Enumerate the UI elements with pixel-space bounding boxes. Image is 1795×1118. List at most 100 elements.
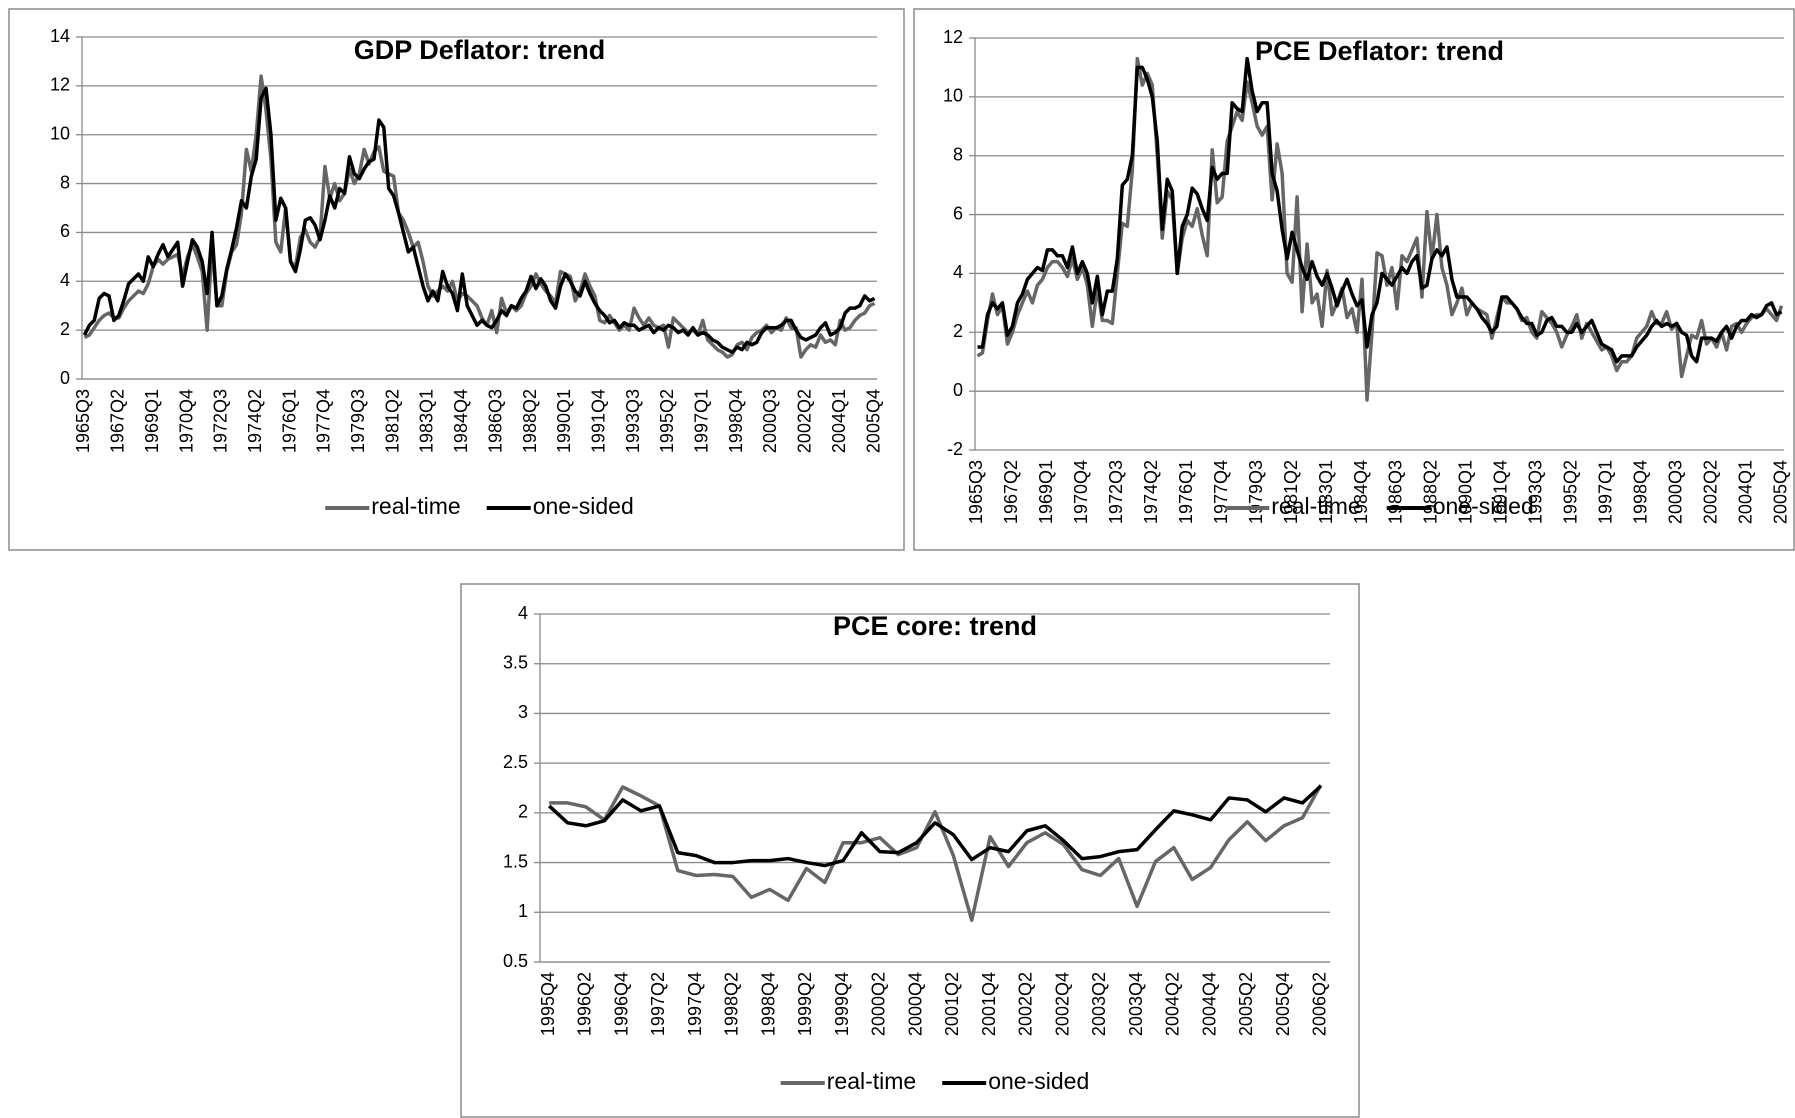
y-tick-label: 2.5 [503, 752, 528, 772]
x-tick-label: 1986Q3 [1386, 460, 1406, 524]
x-tick-label: 1965Q3 [73, 389, 93, 453]
x-tick-label: 1976Q1 [1176, 460, 1196, 524]
x-tick-label: 1998Q4 [726, 389, 746, 453]
x-tick-label: 1965Q3 [966, 460, 986, 524]
x-tick-label: 1984Q4 [451, 389, 471, 453]
panel-frame [8, 8, 905, 551]
x-tick-label: 1999Q2 [795, 972, 815, 1036]
y-tick-label: 1 [518, 901, 528, 921]
x-tick-label: 2003Q4 [1126, 972, 1146, 1036]
x-tick-label: 1996Q4 [611, 972, 631, 1036]
x-tick-label: 1970Q4 [176, 389, 196, 453]
y-tick-label: 12 [943, 27, 963, 47]
x-tick-label: 1991Q4 [1491, 460, 1511, 524]
x-tick-label: 1995Q2 [657, 389, 677, 453]
x-tick-label: 2004Q4 [1199, 972, 1219, 1036]
x-tick-label: 1983Q1 [1316, 460, 1336, 524]
x-tick-label: 2001Q4 [979, 972, 999, 1036]
y-tick-label: 1.5 [503, 851, 528, 871]
y-tick-label: 6 [953, 203, 963, 223]
y-tick-label: 14 [50, 26, 70, 46]
y-tick-label: 8 [953, 144, 963, 164]
x-tick-label: 1991Q4 [588, 389, 608, 453]
chart-title: GDP Deflator: trend [354, 35, 606, 65]
x-tick-label: 1967Q2 [108, 389, 128, 453]
x-tick-label: 1970Q4 [1071, 460, 1091, 524]
series-line [548, 784, 1322, 868]
x-tick-label: 2000Q2 [869, 972, 889, 1036]
series-line [977, 56, 1783, 364]
x-tick-label: 1969Q1 [142, 389, 162, 453]
x-tick-label: 1993Q3 [623, 389, 643, 453]
x-tick-label: 1981Q2 [382, 389, 402, 453]
series-line [83, 74, 876, 359]
y-tick-label: 3 [518, 702, 528, 722]
x-tick-label: 2004Q1 [829, 389, 849, 453]
legend-item: one-sided [942, 1068, 1089, 1094]
y-tick-label: 3.5 [503, 652, 528, 672]
x-tick-label: 1988Q2 [520, 389, 540, 453]
x-tick-label: 1972Q3 [211, 389, 231, 453]
x-tick-label: 2004Q2 [1163, 972, 1183, 1036]
x-tick-label: 1995Q4 [538, 972, 558, 1036]
x-tick-label: 1972Q3 [1106, 460, 1126, 524]
y-tick-label: 8 [60, 172, 70, 192]
panel-frame [460, 583, 1360, 1118]
x-tick-label: 1986Q3 [485, 389, 505, 453]
x-tick-label: 2002Q2 [1016, 972, 1036, 1036]
y-tick-label: 6 [60, 221, 70, 241]
y-tick-label: 10 [50, 123, 70, 143]
x-tick-label: 1977Q4 [314, 389, 334, 453]
y-tick-label: 10 [943, 86, 963, 106]
x-tick-label: 2005Q2 [1236, 972, 1256, 1036]
x-tick-label: 2005Q4 [863, 389, 883, 453]
legend-label: real-time [827, 1068, 916, 1094]
y-tick-label: 2 [953, 321, 963, 341]
y-tick-label: 2 [518, 802, 528, 822]
x-tick-label: 1999Q4 [832, 972, 852, 1036]
x-tick-label: 1977Q4 [1211, 460, 1231, 524]
x-tick-label: 1974Q2 [245, 389, 265, 453]
x-tick-label: 1981Q2 [1281, 460, 1301, 524]
chart-title: PCE core: trend [833, 611, 1037, 641]
x-tick-label: 1998Q4 [758, 972, 778, 1036]
x-tick-label: 1997Q1 [1595, 460, 1615, 524]
legend-item: one-sided [1386, 493, 1534, 519]
x-tick-label: 2003Q2 [1089, 972, 1109, 1036]
legend-label: real-time [371, 493, 460, 519]
legend-item: real-time [780, 1068, 916, 1094]
x-tick-label: 1979Q3 [1246, 460, 1266, 524]
y-tick-label: 0.5 [503, 951, 528, 971]
series-line [82, 86, 876, 354]
legend-label: one-sided [533, 493, 634, 519]
y-tick-label: -2 [947, 439, 963, 459]
x-tick-label: 2002Q4 [1052, 972, 1072, 1036]
x-tick-label: 1969Q1 [1036, 460, 1056, 524]
series-line [549, 784, 1323, 922]
y-tick-label: 4 [518, 603, 528, 623]
panel-frame [913, 8, 1795, 551]
legend-item: one-sided [486, 493, 634, 519]
y-tick-label: 2 [60, 319, 70, 339]
x-tick-label: 1998Q2 [722, 972, 742, 1036]
x-tick-label: 1993Q3 [1526, 460, 1546, 524]
x-tick-label: 1984Q4 [1351, 460, 1371, 524]
x-tick-label: 1979Q3 [348, 389, 368, 453]
legend-label: one-sided [988, 1068, 1089, 1094]
x-tick-label: 1976Q1 [279, 389, 299, 453]
x-tick-label: 1967Q2 [1001, 460, 1021, 524]
x-tick-label: 1997Q1 [692, 389, 712, 453]
x-tick-label: 2002Q2 [1700, 460, 1720, 524]
y-tick-label: 0 [60, 368, 70, 388]
y-tick-label: 4 [60, 270, 70, 290]
x-tick-label: 2006Q2 [1310, 972, 1330, 1036]
legend-item: real-time [1225, 493, 1361, 519]
x-tick-label: 2005Q4 [1273, 972, 1293, 1036]
x-tick-label: 1997Q2 [648, 972, 668, 1036]
x-tick-label: 1995Q2 [1561, 460, 1581, 524]
x-tick-label: 2000Q3 [1665, 460, 1685, 524]
chart-title: PCE Deflator: trend [1255, 36, 1504, 66]
x-tick-label: 2000Q4 [905, 972, 925, 1036]
